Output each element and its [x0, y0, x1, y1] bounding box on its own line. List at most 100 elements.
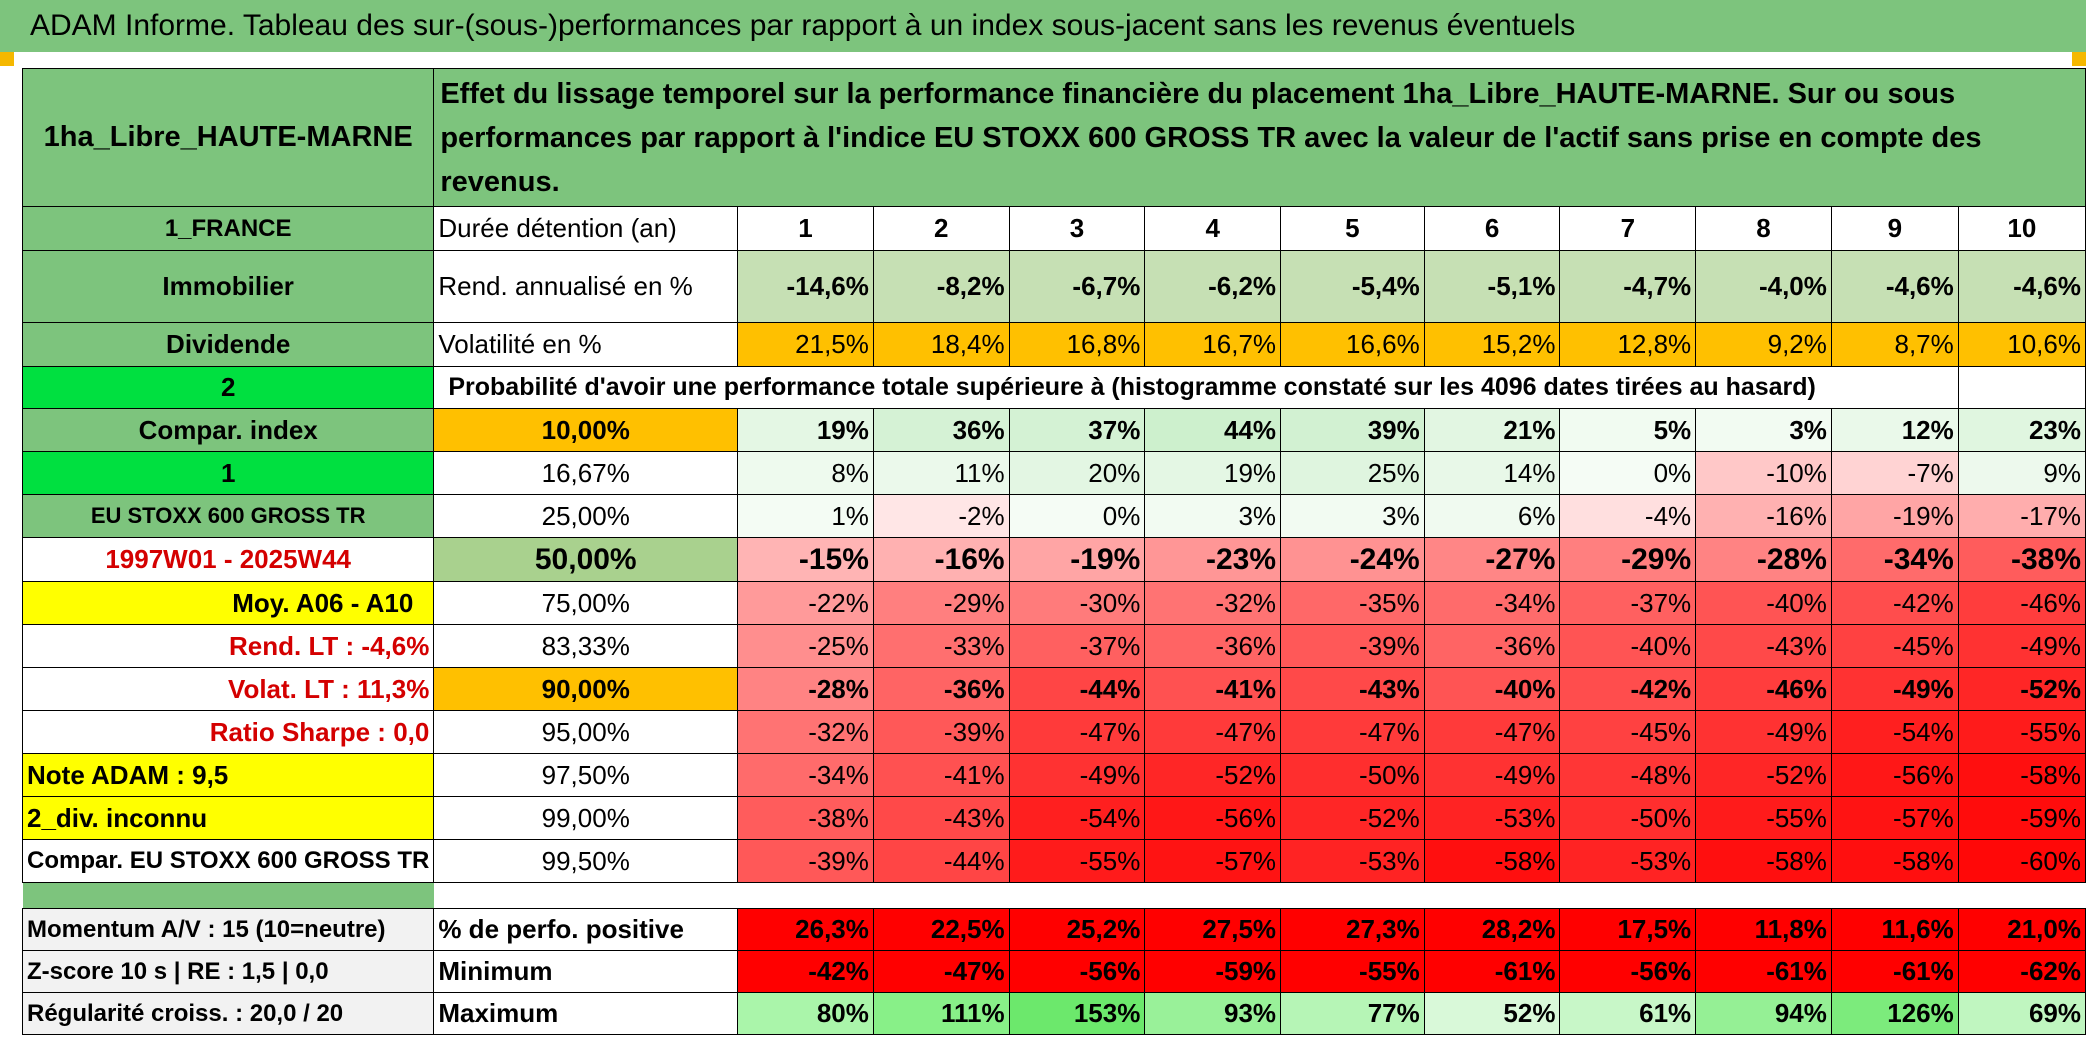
rend-value: -8,2%	[872, 250, 1010, 323]
spacer-cell	[1831, 882, 1959, 909]
spacer-cell	[1695, 882, 1832, 909]
percentile-value: -53%	[1280, 839, 1425, 883]
percentile-value: 37%	[1008, 408, 1146, 452]
percentile-value: -43%	[872, 796, 1010, 840]
year-header: 9	[1830, 206, 1959, 251]
spacer-cell	[1144, 882, 1281, 909]
percentile-value: -40%	[1559, 624, 1697, 668]
rend-value: -5,4%	[1280, 250, 1425, 323]
volat-value: 16,7%	[1144, 322, 1282, 367]
percentile-value: -46%	[1957, 581, 2086, 625]
rend-value: -14,6%	[737, 250, 874, 323]
minimum-value: -55%	[1280, 950, 1425, 993]
percentile-value: -56%	[1144, 796, 1282, 840]
percentile-label: 97,50%	[433, 753, 739, 797]
rend-value: -4,6%	[1830, 250, 1959, 323]
table-row: Z-score 10 s | RE : 1,5 | 0,0 Minimum -42%…	[21, 950, 2086, 993]
percentile-value: 0%	[1008, 494, 1146, 538]
table-row: Note ADAM : 9,5 97,50% -34% -41% -49% -52% -50…	[21, 753, 2086, 797]
spacer-cell	[1009, 882, 1145, 909]
table-row: 2 Probabilité d'avoir une performance tot…	[21, 366, 2086, 409]
percentile-value: -36%	[872, 667, 1010, 711]
percentile-value: 11%	[872, 451, 1010, 495]
percentile-value: 3%	[1144, 494, 1282, 538]
percentile-value: -32%	[737, 710, 874, 754]
percentile-label: 99,00%	[433, 796, 739, 840]
table-row: Moy. A06 - A10 75,00% -22% -29% -30% -32% -35%…	[21, 581, 2086, 625]
table-row: 1 16,67% 8% 11% 20% 19% 25% 14% 0% -10% -7% 9%	[21, 451, 2086, 495]
maximum-value: 52%	[1423, 992, 1561, 1035]
minimum-value: -59%	[1144, 950, 1282, 993]
corner-marker-left	[0, 52, 14, 66]
minimum-value: -47%	[872, 950, 1010, 993]
percentile-value: 14%	[1423, 451, 1561, 495]
percentile-value: -47%	[1423, 710, 1561, 754]
percentile-label: 99,50%	[433, 839, 739, 883]
volat-value: 16,8%	[1008, 322, 1146, 367]
percentile-value: -29%	[1559, 537, 1697, 582]
div-label: 2_div. inconnu	[21, 796, 435, 840]
percentile-value: 0%	[1559, 451, 1697, 495]
percentile-value: -43%	[1695, 624, 1832, 668]
percentile-value: -52%	[1957, 667, 2086, 711]
page-title: ADAM Informe. Tableau des sur-(sous-)per…	[0, 0, 2086, 52]
volat-value: 12,8%	[1559, 322, 1697, 367]
percentile-label: 95,00%	[433, 710, 739, 754]
percentile-value: -39%	[737, 839, 874, 883]
positive-value: 27,5%	[1144, 908, 1282, 951]
maximum-value: 61%	[1559, 992, 1697, 1035]
percentile-value: -54%	[1008, 796, 1146, 840]
percentile-value: -23%	[1144, 537, 1282, 582]
percentile-value: -16%	[872, 537, 1010, 582]
percentile-value: -28%	[737, 667, 874, 711]
spacer-cell	[1424, 882, 1560, 909]
percentile-value: -50%	[1559, 796, 1697, 840]
percentile-value: -40%	[1423, 667, 1561, 711]
percentile-value: -19%	[1830, 494, 1959, 538]
percentile-value: -55%	[1695, 796, 1832, 840]
table-row: Momentum A/V : 15 (10=neutre)% de perfo.…	[21, 908, 2086, 951]
percentile-value: 3%	[1280, 494, 1425, 538]
percentile-label: 90,00%	[433, 667, 739, 711]
percentile-value: -7%	[1830, 451, 1959, 495]
percentile-value: -48%	[1559, 753, 1697, 797]
year-header: 3	[1008, 206, 1146, 251]
percentile-label: 75,00%	[433, 581, 739, 625]
year-header: 5	[1280, 206, 1425, 251]
empty-cell	[1831, 366, 1959, 409]
volat-value: 16,6%	[1280, 322, 1425, 367]
spacer-cell	[873, 882, 1010, 909]
percentile-value: -17%	[1957, 494, 2086, 538]
percentile-value: 44%	[1144, 408, 1282, 452]
percentile-value: -32%	[1144, 581, 1282, 625]
table-row: 1997W01 - 2025W44 50,00% -15% -16% -19% -23% -…	[21, 537, 2086, 582]
spacer-cell	[433, 882, 738, 909]
percentile-value: 1%	[737, 494, 874, 538]
percentile-value: -43%	[1280, 667, 1425, 711]
country-label: 1_FRANCE	[21, 206, 435, 251]
percentile-label: 50,00%	[433, 537, 739, 582]
row-label-maximum: Maximum	[433, 992, 739, 1035]
percentile-value: -34%	[1830, 537, 1959, 582]
rend-value: -4,7%	[1559, 250, 1697, 323]
row-label-rend: Rend. annualisé en %	[433, 250, 739, 323]
maximum-value: 80%	[737, 992, 874, 1035]
sharpe-label: Ratio Sharpe : 0,0	[21, 710, 435, 754]
percentile-value: -36%	[1423, 624, 1561, 668]
percentile-value: -55%	[1008, 839, 1146, 883]
maximum-value: 126%	[1830, 992, 1959, 1035]
type-label: Dividende	[21, 322, 435, 367]
percentile-value: 21%	[1423, 408, 1561, 452]
percentile-value: -52%	[1695, 753, 1832, 797]
percentile-value: -58%	[1957, 753, 2086, 797]
rend-value: -5,1%	[1423, 250, 1561, 323]
percentile-value: -45%	[1559, 710, 1697, 754]
table-row: Immobilier Rend. annualisé en % -14,6% -8,2…	[21, 250, 2086, 323]
rend-value: -6,2%	[1144, 250, 1282, 323]
percentile-value: -42%	[1830, 581, 1959, 625]
num1-label: 1	[21, 451, 435, 495]
percentile-value: 39%	[1280, 408, 1425, 452]
row-label-volat: Volatilité en %	[433, 322, 739, 367]
percentile-value: -34%	[737, 753, 874, 797]
percentile-value: -27%	[1423, 537, 1561, 582]
